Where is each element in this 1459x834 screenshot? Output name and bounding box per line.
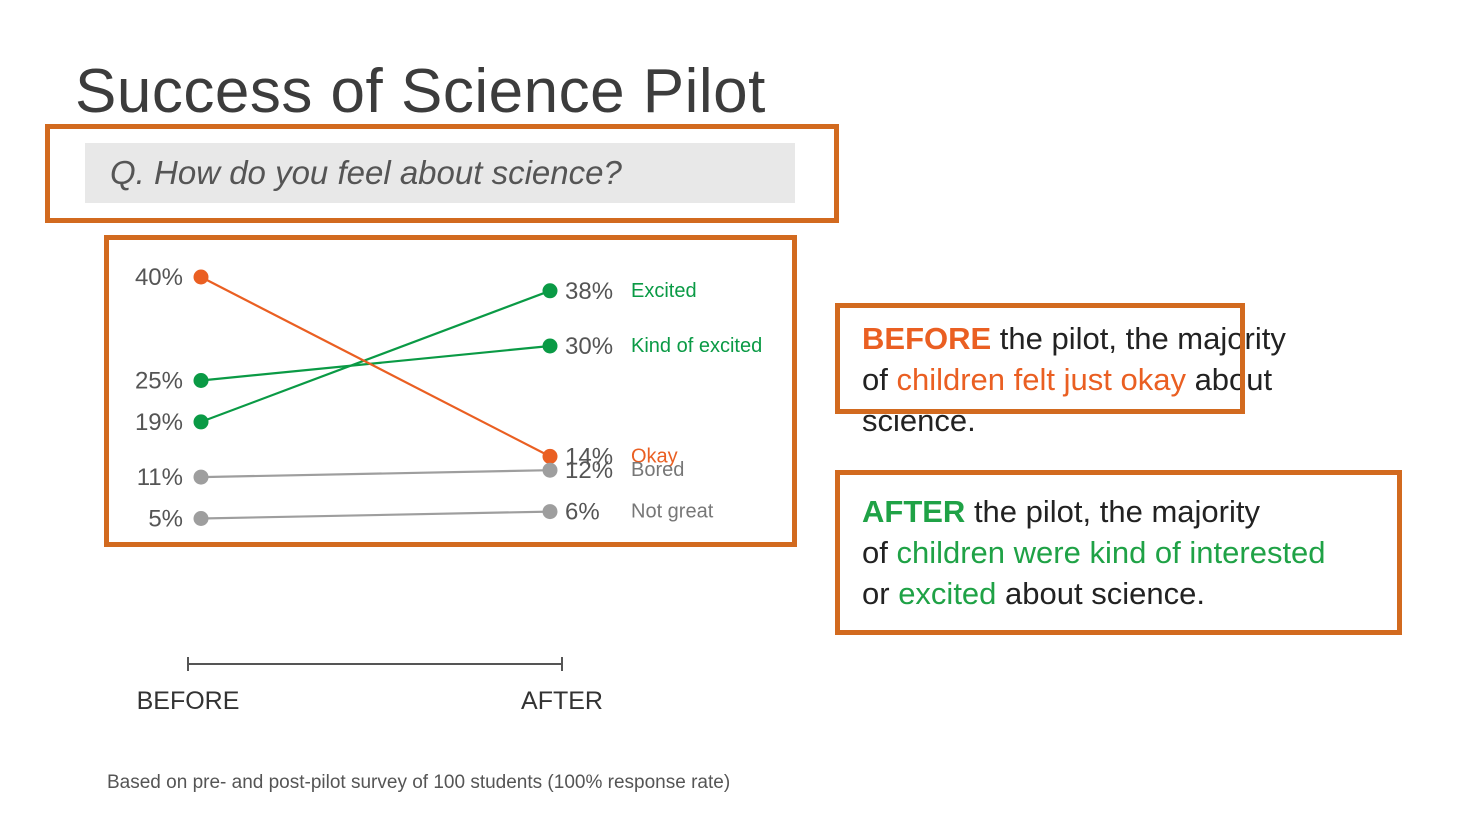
after-line2-highlight: children were kind of interested (896, 535, 1326, 570)
point-not-great-before (193, 511, 209, 526)
value-label-excited-before: 19% (135, 409, 183, 436)
question-text: Q. How do you feel about science? (110, 154, 622, 191)
point-kind-of-excited-before (193, 373, 209, 388)
series-name-excited: Excited (631, 280, 697, 302)
x-tick-label-before: BEFORE (137, 687, 240, 715)
before-line1-rest: the pilot, the majority (991, 321, 1286, 356)
x-tick-label-after: AFTER (521, 687, 603, 715)
value-label-kind-of-excited-after: 30% (565, 333, 613, 360)
after-line3-suffix: about science. (996, 576, 1205, 611)
series-line-bored (200, 469, 551, 479)
slide-title: Success of Science Pilot (75, 57, 766, 126)
value-label-bored-before: 11% (137, 464, 183, 491)
point-okay-before (193, 269, 209, 285)
callout-after-line2: of children were kind of interested (862, 532, 1326, 573)
callout-before-line2: of children felt just okay about (862, 359, 1286, 400)
series-name-not-great: Not great (631, 501, 714, 523)
callout-after-line3: or excited about science. (862, 573, 1326, 614)
callout-after: AFTER the pilot, the majority of childre… (862, 491, 1326, 614)
after-line2-prefix: of (862, 535, 897, 570)
callout-before-line1: BEFORE the pilot, the majority (862, 318, 1286, 359)
before-line2-highlight: children felt just okay (896, 362, 1186, 397)
series-line-kind-of-excited (200, 344, 551, 382)
point-bored-after (542, 462, 558, 478)
point-excited-before (193, 414, 209, 430)
callout-before-line3: science. (862, 403, 976, 438)
value-label-not-great-before: 5% (148, 506, 183, 533)
series-name-okay: Okay (631, 445, 678, 467)
before-line2-suffix: about (1185, 362, 1273, 397)
before-line2-prefix: of (862, 362, 897, 397)
point-bored-before (193, 469, 209, 485)
series-name-bored: Bored (631, 459, 684, 481)
value-label-kind-of-excited-before: 25% (135, 368, 183, 395)
after-line3-highlight: excited (898, 576, 997, 611)
series-line-excited (200, 289, 551, 423)
value-label-not-great-after: 6% (565, 499, 600, 526)
value-label-bored-after: 12% (565, 457, 613, 484)
after-keyword: AFTER (862, 494, 966, 529)
point-not-great-after (542, 504, 558, 520)
after-line1-rest: the pilot, the majority (965, 494, 1260, 529)
series-line-not-great (200, 510, 551, 520)
point-okay-after (542, 448, 558, 464)
callout-before: BEFORE the pilot, the majority of childr… (862, 318, 1286, 441)
callout-after-line1: AFTER the pilot, the majority (862, 491, 1326, 532)
before-keyword: BEFORE (862, 321, 992, 356)
footnote: Based on pre- and post-pilot survey of 1… (107, 772, 731, 793)
value-label-okay-after: 14% (565, 443, 613, 470)
after-line3-prefix: or (862, 576, 899, 611)
value-label-excited-after: 38% (565, 278, 613, 305)
point-excited-after (542, 283, 558, 299)
point-kind-of-excited-after (542, 338, 558, 354)
series-name-kind-of-excited: Kind of excited (631, 335, 762, 357)
series-line-okay (200, 276, 551, 458)
question-box: Q. How do you feel about science? (85, 143, 795, 203)
value-label-okay-before: 40% (135, 264, 183, 291)
